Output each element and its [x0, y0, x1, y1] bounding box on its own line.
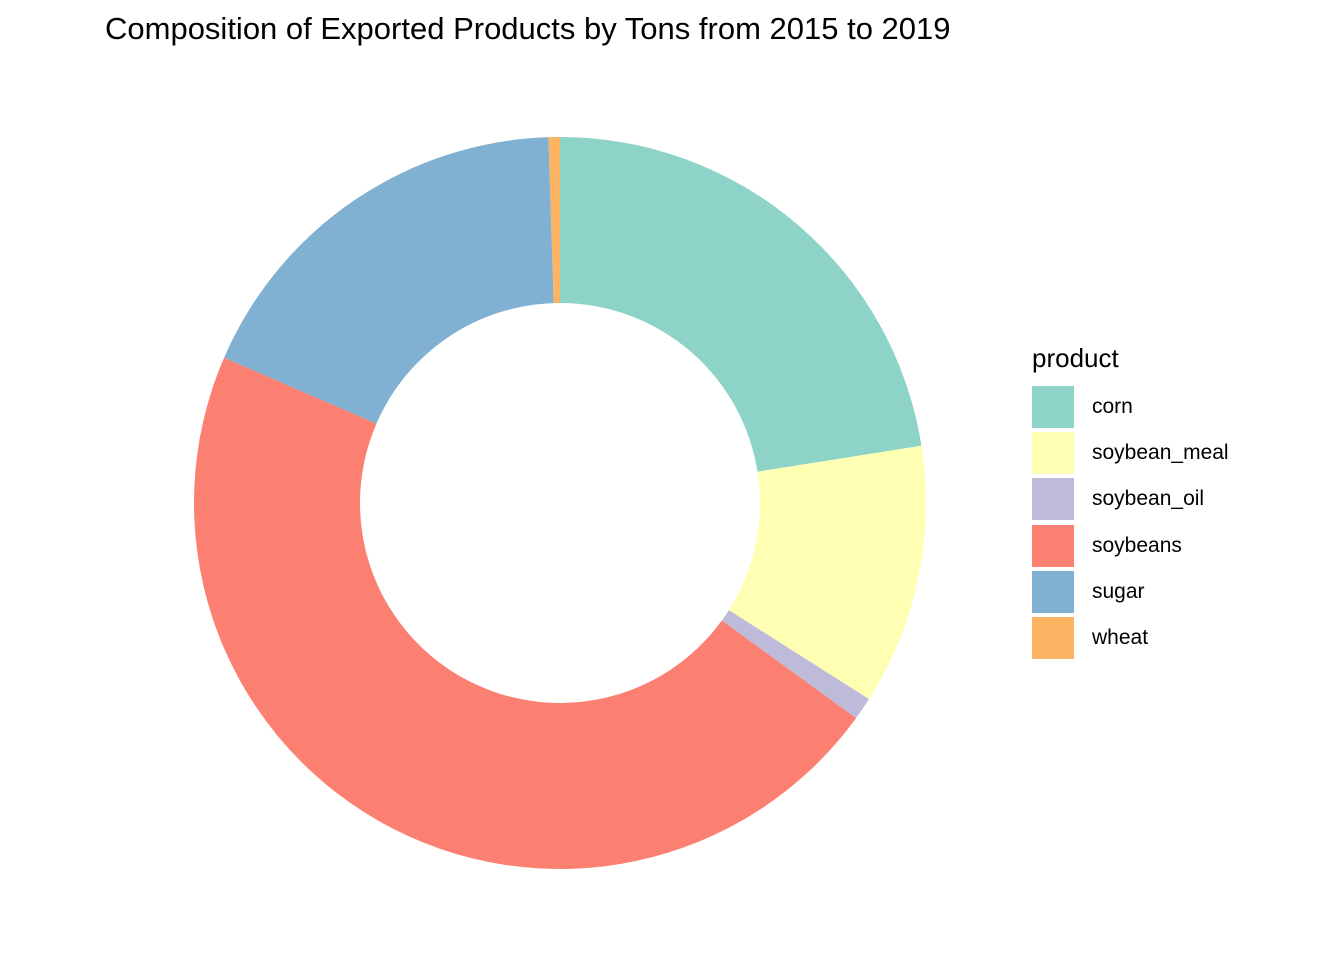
legend-key	[1032, 386, 1074, 429]
slice-soybean-oil	[721, 610, 870, 719]
legend-label: wheat	[1092, 626, 1149, 650]
legend-item: sugar	[1032, 569, 1229, 615]
slice-soybean-meal	[728, 445, 926, 700]
legend-item: wheat	[1032, 615, 1229, 661]
slice-corn	[560, 137, 922, 472]
legend-key	[1032, 432, 1074, 475]
legend-label: soybean_meal	[1092, 441, 1229, 465]
legend-item: soybean_meal	[1032, 430, 1229, 476]
legend-items: corn soybean_meal soybean_oil soybeans sugar…	[1032, 384, 1229, 661]
legend-label: soybeans	[1092, 533, 1182, 557]
donut-slices	[193, 137, 926, 870]
legend-label: sugar	[1092, 579, 1145, 603]
legend-label: soybean_oil	[1092, 487, 1205, 511]
legend-title: product	[1032, 343, 1119, 373]
legend-item: corn	[1032, 384, 1229, 430]
legend-label: corn	[1092, 395, 1133, 419]
chart-title: Composition of Exported Products by Tons…	[105, 11, 951, 46]
slice-soybeans	[193, 357, 857, 870]
legend-item: soybeans	[1032, 523, 1229, 569]
legend-key	[1032, 570, 1074, 613]
slice-wheat	[548, 137, 560, 304]
legend-key	[1032, 617, 1074, 660]
donut-chart	[193, 137, 926, 870]
slice-sugar	[224, 137, 554, 424]
legend-key	[1032, 478, 1074, 521]
legend-key	[1032, 524, 1074, 567]
legend-item: soybean_oil	[1032, 476, 1229, 522]
